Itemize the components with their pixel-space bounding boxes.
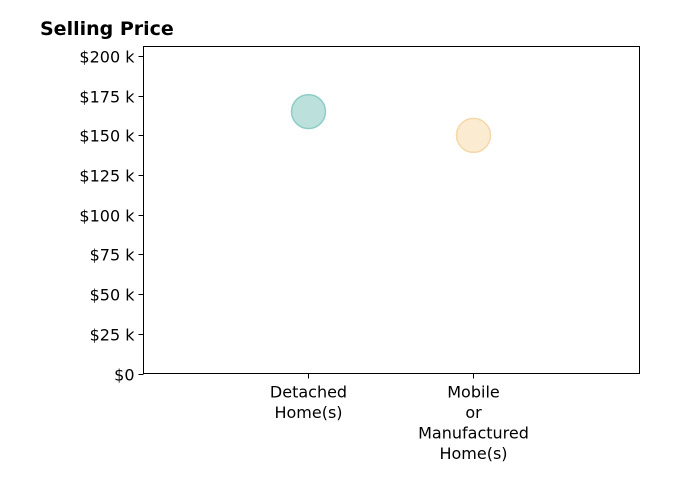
plot-area xyxy=(143,46,640,374)
data-points xyxy=(290,93,492,154)
x-tick-label: Mobile or Manufactured Home(s) xyxy=(418,383,529,464)
x-tick-label: Detached Home(s) xyxy=(270,383,347,423)
data-point xyxy=(290,93,327,130)
x-axis: Detached Home(s) Mobile or Manufactured Home(… xyxy=(270,373,529,464)
y-tick-label: $50 k xyxy=(90,286,136,305)
data-point xyxy=(455,117,492,154)
y-tick-label: $125 k xyxy=(79,167,135,186)
y-tick-label: $200 k xyxy=(79,48,135,67)
y-tick-label: $0 xyxy=(114,366,134,385)
y-axis: $0 $25 k $50 k $75 k $100 k $125 k $150 k $175 … xyxy=(79,48,144,385)
y-tick-label: $25 k xyxy=(90,326,136,345)
y-tick-label: $150 k xyxy=(79,127,135,146)
y-tick-label: $175 k xyxy=(79,88,135,107)
y-tick-label: $75 k xyxy=(90,246,136,265)
chart-title: Selling Price xyxy=(40,18,174,40)
y-tick-label: $100 k xyxy=(79,207,135,226)
